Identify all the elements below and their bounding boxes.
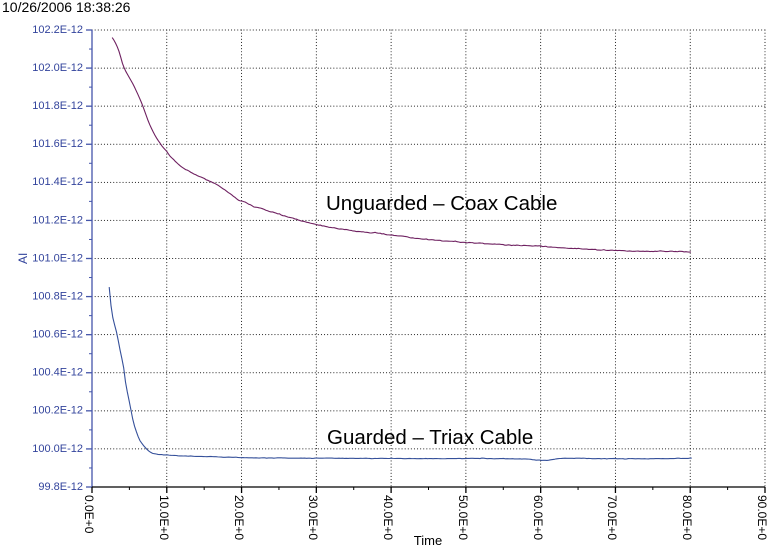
svg-text:100.4E-12: 100.4E-12: [32, 367, 83, 379]
svg-text:101.6E-12: 101.6E-12: [32, 138, 83, 150]
svg-text:100.6E-12: 100.6E-12: [32, 329, 83, 341]
svg-text:101.2E-12: 101.2E-12: [32, 214, 83, 226]
svg-text:101.0E-12: 101.0E-12: [32, 252, 83, 264]
svg-text:100.0E-12: 100.0E-12: [32, 443, 83, 455]
svg-text:Unguarded – Coax Cable: Unguarded – Coax Cable: [326, 192, 557, 215]
svg-text:101.8E-12: 101.8E-12: [32, 100, 83, 112]
svg-text:Guarded – Triax Cable: Guarded – Triax Cable: [327, 426, 533, 449]
svg-text:102.0E-12: 102.0E-12: [32, 62, 83, 74]
svg-text:Time: Time: [414, 533, 442, 548]
svg-text:99.8E-12: 99.8E-12: [38, 481, 83, 493]
svg-text:101.4E-12: 101.4E-12: [32, 176, 83, 188]
svg-text:100.2E-12: 100.2E-12: [32, 405, 83, 417]
svg-text:10/26/2006 18:38:26: 10/26/2006 18:38:26: [2, 0, 131, 15]
svg-text:102.2E-12: 102.2E-12: [32, 24, 83, 36]
svg-text:100.8E-12: 100.8E-12: [32, 290, 83, 302]
